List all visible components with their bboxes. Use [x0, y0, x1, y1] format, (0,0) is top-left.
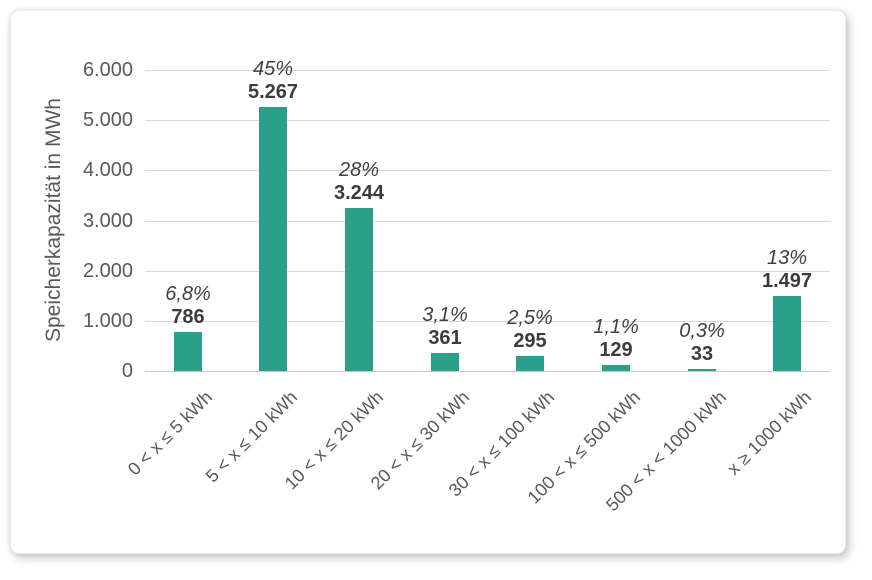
chart-card — [10, 10, 846, 554]
